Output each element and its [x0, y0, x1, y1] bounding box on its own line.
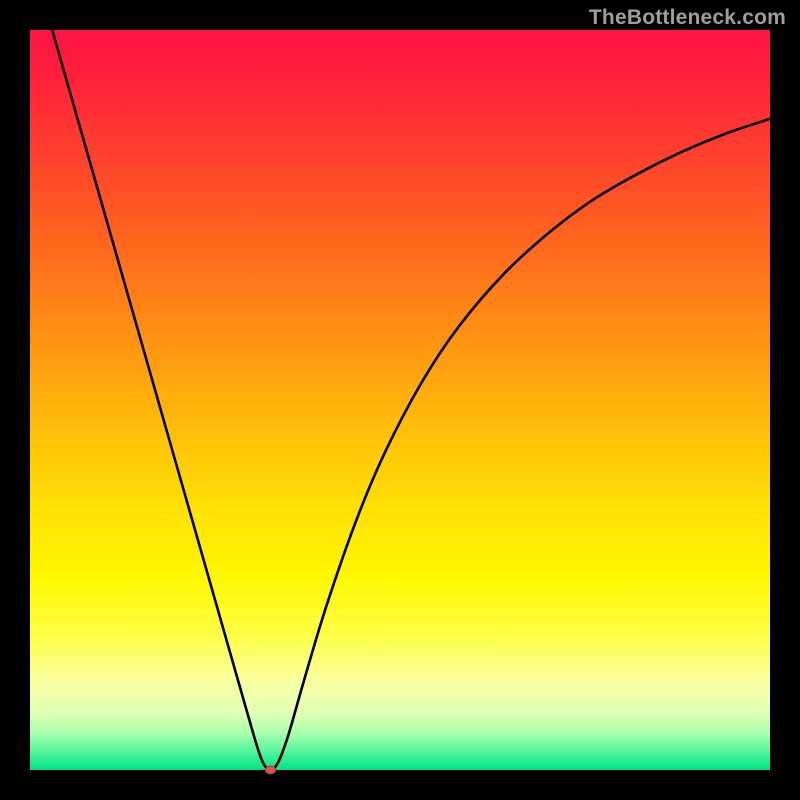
- bottleneck-chart: [0, 0, 800, 800]
- optimal-point-marker: [265, 766, 275, 774]
- chart-container: TheBottleneck.com: [0, 0, 800, 800]
- watermark-text: TheBottleneck.com: [589, 6, 786, 30]
- chart-background: [30, 30, 770, 770]
